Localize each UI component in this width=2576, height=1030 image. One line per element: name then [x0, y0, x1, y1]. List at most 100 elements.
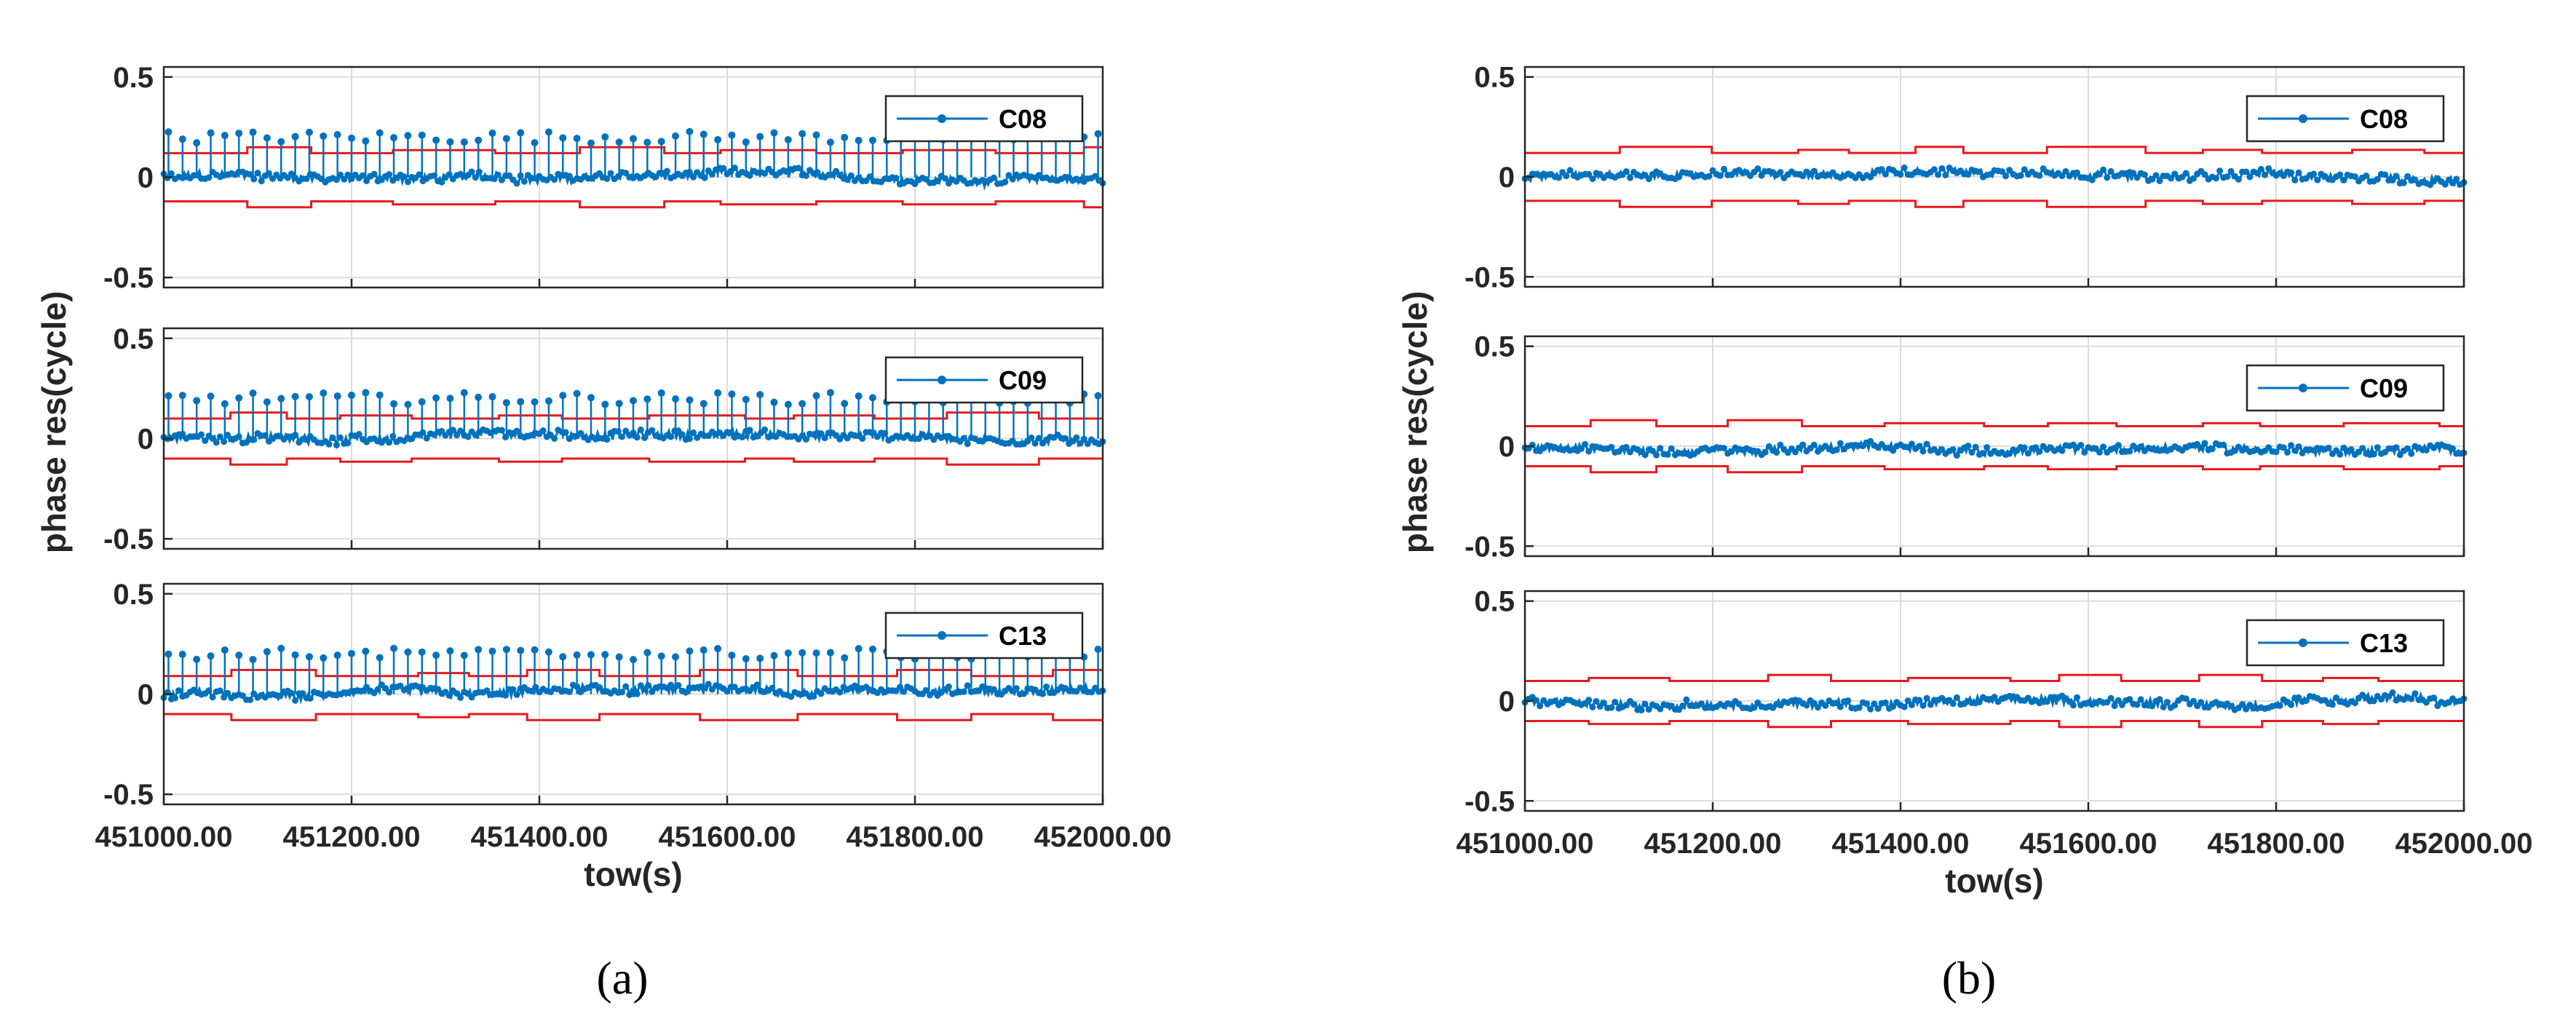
residual-point [247, 696, 254, 703]
residual-point [360, 172, 366, 179]
spike-point [544, 128, 552, 136]
spike-point [826, 649, 834, 657]
residual-point [1867, 437, 1874, 445]
residual-point [900, 688, 907, 695]
spike-point [742, 138, 750, 146]
residual-point [892, 175, 900, 182]
legend-c13: C13 [2246, 619, 2445, 667]
spike-point [841, 400, 849, 408]
residual-point [386, 171, 393, 178]
spike-point [630, 656, 637, 664]
residual-point [2021, 166, 2028, 173]
residual-point [2208, 445, 2216, 453]
residual-point [802, 435, 809, 443]
spike-point [460, 651, 468, 659]
residual-point [1836, 703, 1844, 710]
residual-point [753, 681, 761, 689]
residual-point [2197, 699, 2205, 706]
residual-point [2400, 179, 2407, 186]
residual-point [637, 426, 644, 433]
spike-point [531, 646, 539, 654]
y-tick-label: -0.5 [103, 523, 154, 555]
residual-point [1968, 448, 1975, 456]
spike-point [502, 646, 510, 654]
residual-point [1901, 703, 1908, 710]
residual-point [1991, 694, 1998, 701]
y-tick-label: -0.5 [103, 262, 154, 294]
spike-point [207, 652, 215, 660]
residual-point [1909, 701, 1915, 708]
spike-point [1094, 645, 1102, 653]
residual-point [2370, 451, 2377, 458]
residual-point [1867, 705, 1874, 713]
spike-point [249, 656, 257, 664]
residual-point [2314, 176, 2321, 183]
residual-point [622, 170, 630, 177]
spike-point [559, 134, 567, 142]
chart-a: 0.5 0 -0.5 C08 0.5 0 -0.5 C09 0.5 0 -0.5 C13 451000.… [35, 62, 1172, 1004]
residual-point [810, 693, 817, 700]
x-axis-label: tow(s) [1945, 862, 2043, 900]
spike-point [784, 400, 792, 408]
residual-point [1077, 440, 1084, 447]
residual-point [2295, 169, 2302, 176]
residual-point [975, 687, 983, 694]
chart-b: 0.5 0 -0.5 C08 0.5 0 -0.5 C09 0.5 0 -0.5 C13 451000.… [1396, 62, 2533, 1004]
spike-point [390, 644, 398, 652]
spike-point [333, 392, 341, 400]
residual-point [1622, 168, 1630, 175]
residual-point [817, 690, 825, 697]
residual-point [836, 689, 844, 696]
residual-point [2171, 702, 2179, 709]
residual-point [2404, 445, 2411, 452]
residual-point [337, 171, 344, 178]
residual-point [2276, 702, 2283, 709]
residual-point [1641, 700, 1649, 708]
spike-point [728, 131, 736, 139]
residual-point [2043, 698, 2050, 705]
spike-point [686, 396, 694, 404]
spike-point [193, 139, 201, 147]
residual-point [1537, 702, 1544, 710]
spike-point [178, 650, 186, 658]
residual-point [498, 427, 505, 434]
spike-point [615, 138, 623, 146]
residual-point [1882, 170, 1889, 178]
spike-point [756, 654, 764, 662]
residual-point [2235, 175, 2242, 183]
spike-point [630, 397, 637, 405]
residual-point [216, 433, 223, 440]
legend-label: C08 [999, 104, 1047, 134]
spike-point [559, 392, 567, 400]
residual-point [682, 689, 689, 696]
residual-point [1021, 690, 1028, 697]
spike-point [587, 394, 595, 402]
residual-point [690, 429, 697, 436]
residual-point [1009, 175, 1016, 183]
residual-point [1792, 448, 1799, 456]
residual-point [2224, 173, 2231, 181]
residual-point [2370, 697, 2377, 705]
y-tick-label: -0.5 [1465, 261, 1515, 293]
residual-point [224, 689, 231, 697]
residual-point [2408, 450, 2415, 457]
spike-point [221, 400, 229, 408]
spike-point [714, 389, 722, 397]
residual-point [175, 687, 183, 694]
residual-point [464, 433, 472, 440]
residual-point [2126, 696, 2133, 703]
residual-point [1871, 700, 1878, 708]
spike-point [432, 136, 440, 144]
residual-point [1679, 702, 1687, 710]
residual-point [303, 175, 310, 183]
residual-point [513, 180, 520, 187]
residual-point [1916, 697, 1923, 704]
spike-point [488, 129, 496, 137]
residual-point [2295, 443, 2302, 451]
residual-point [2133, 701, 2141, 708]
residual-point [2347, 446, 2355, 453]
residual-point [498, 176, 505, 183]
spike-point [544, 397, 552, 405]
residual-point [2115, 442, 2122, 449]
